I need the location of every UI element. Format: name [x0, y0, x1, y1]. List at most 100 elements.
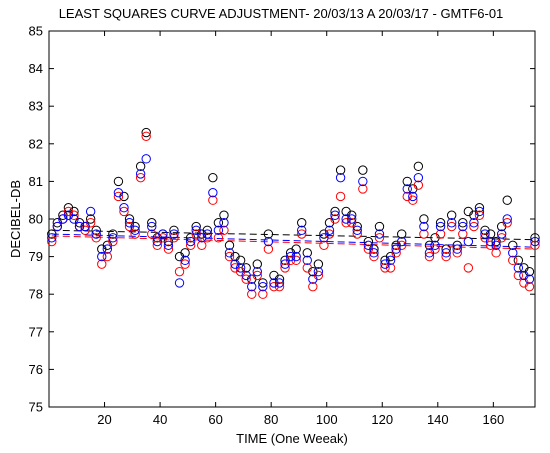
data-point-red [435, 229, 446, 239]
data-point-blue [352, 225, 362, 235]
data-point-blue [391, 244, 401, 254]
data-point-blue [224, 248, 235, 258]
x-tick-label: 60 [208, 412, 222, 427]
data-point-black [258, 278, 268, 288]
y-tick-label: 78 [29, 287, 43, 302]
data-point-blue [424, 248, 435, 258]
data-point-blue [124, 218, 135, 228]
data-point-red [330, 214, 340, 224]
data-point-blue [108, 233, 118, 243]
data-point-red [446, 221, 457, 232]
data-point-blue [369, 248, 379, 258]
data-point-blue [158, 229, 168, 239]
data-point-blue [97, 251, 107, 262]
x-tick-label: 140 [427, 412, 449, 427]
data-point-blue [374, 229, 385, 239]
data-point-blue [313, 266, 324, 277]
data-point-red [297, 229, 307, 239]
data-point-red [280, 263, 290, 273]
data-point-blue [169, 229, 179, 239]
data-point-blue [430, 240, 440, 251]
data-point-blue [446, 218, 457, 228]
data-point-red [302, 263, 312, 273]
fit-line-red [51, 235, 536, 250]
fit-lines [51, 229, 536, 250]
data-point-red [252, 270, 262, 281]
data-point-red [469, 221, 479, 232]
y-tick-label: 83 [29, 99, 43, 114]
data-point-blue [269, 278, 279, 288]
y-tick-label: 77 [29, 324, 43, 339]
data-point-blue [508, 248, 518, 258]
data-point-blue [263, 236, 274, 247]
data-point-black [396, 229, 407, 239]
data-point-red [113, 191, 124, 202]
data-point-black [363, 236, 374, 247]
data-point-blue [385, 255, 396, 266]
data-point-red [496, 233, 507, 243]
data-point-red [463, 263, 474, 273]
data-point-red [308, 281, 318, 292]
data-point-blue [413, 172, 424, 183]
data-point-red [491, 248, 501, 258]
data-point-black [208, 172, 218, 183]
data-point-blue [130, 225, 140, 235]
chart-title: LEAST SQUARES CURVE ADJUSTMENT- 20/03/13… [59, 6, 504, 21]
x-tick-label: 20 [97, 412, 111, 427]
data-point-blue [152, 236, 163, 247]
data-point-red [208, 195, 218, 205]
data-point-blue [335, 172, 346, 183]
data-point-blue [135, 169, 146, 179]
data-point-red [369, 251, 379, 262]
data-point-blue [458, 221, 468, 232]
data-point-blue [319, 233, 329, 243]
data-point-red [474, 210, 485, 220]
data-point-blue [341, 214, 351, 224]
data-point-blue [241, 270, 251, 281]
data-point-blue [185, 236, 196, 247]
data-point-red [135, 172, 146, 183]
data-point-black [180, 248, 190, 258]
data-point-black [513, 255, 524, 266]
data-point-red [163, 244, 174, 254]
data-point-blue [463, 236, 474, 247]
data-point-blue [491, 240, 501, 251]
data-point-red [185, 240, 196, 251]
data-point-blue [163, 240, 174, 251]
x-tick-label: 100 [316, 412, 338, 427]
data-point-blue [219, 218, 229, 228]
data-point-black [335, 165, 346, 175]
data-point-black [458, 218, 468, 228]
data-point-black [374, 221, 385, 232]
data-point-blue [441, 248, 451, 258]
data-point-blue [280, 259, 290, 269]
data-point-blue [469, 218, 479, 228]
data-point-black [147, 218, 157, 228]
data-point-red [141, 131, 151, 141]
data-point-blue [119, 203, 129, 213]
y-tick-label: 85 [29, 24, 43, 39]
data-point-blue [474, 206, 485, 217]
data-point-red [413, 180, 424, 190]
fit-line-black [51, 229, 536, 241]
y-tick-label: 76 [29, 362, 43, 377]
data-point-blue [435, 221, 446, 232]
data-point-blue [274, 278, 285, 288]
data-point-blue [258, 281, 268, 292]
data-point-red [524, 281, 535, 292]
data-point-black [213, 218, 224, 228]
data-point-red [169, 233, 179, 243]
data-point-black [252, 259, 262, 269]
data-point-black [402, 176, 412, 187]
data-point-red [197, 240, 207, 251]
data-point-red [424, 251, 435, 262]
data-point-blue [513, 263, 524, 273]
data-point-red [219, 225, 229, 235]
data-point-blue [502, 214, 512, 224]
data-point-red [152, 240, 163, 251]
data-point-blue [74, 221, 85, 232]
data-point-blue [180, 255, 190, 266]
data-point-red [374, 233, 385, 243]
data-point-black [124, 214, 135, 224]
